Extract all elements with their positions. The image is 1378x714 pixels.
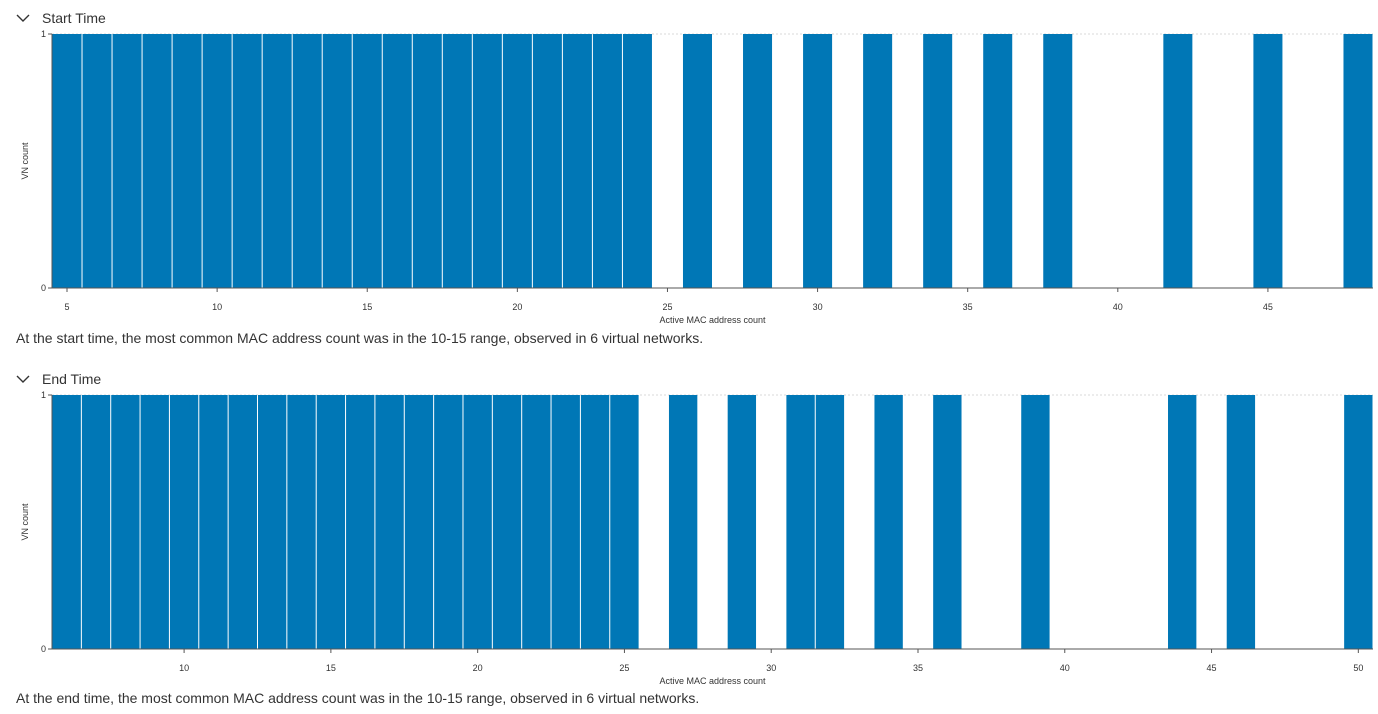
bar (52, 34, 82, 288)
bar (1163, 34, 1193, 288)
bar (169, 395, 199, 649)
bar (346, 395, 375, 649)
x-tick-label: 15 (362, 302, 372, 312)
bar (287, 395, 316, 649)
bar (52, 395, 81, 649)
end-time-header[interactable]: End Time (14, 369, 101, 389)
end-time-panel: 0 1 10 15 20 25 30 35 40 45 50 Active MAC address c… (0, 361, 1378, 714)
x-tick-label: 25 (619, 663, 629, 673)
bar (316, 395, 346, 649)
bar (434, 395, 463, 649)
x-tick-label: 10 (179, 663, 189, 673)
bar (202, 34, 232, 288)
bar (463, 395, 492, 649)
bar (1021, 395, 1050, 649)
bar (923, 34, 953, 288)
bar (1168, 395, 1197, 649)
x-tick-label: 40 (1060, 663, 1070, 673)
bar (874, 395, 903, 649)
y-axis-label: VN count (20, 503, 30, 541)
y-tick-label: 0 (41, 644, 46, 654)
bar (1226, 395, 1256, 649)
bar (375, 395, 404, 649)
bar (727, 395, 757, 649)
chevron-down-icon[interactable] (14, 9, 32, 27)
x-tick-label: 40 (1113, 302, 1123, 312)
bar (580, 395, 610, 649)
bar (502, 34, 532, 288)
bar (933, 395, 962, 649)
y-tick-label: 1 (41, 29, 46, 39)
chevron-down-icon[interactable] (14, 370, 32, 388)
x-tick-label: 10 (212, 302, 222, 312)
bar (1343, 34, 1373, 288)
bar (81, 395, 111, 649)
x-tick-label: 45 (1207, 663, 1217, 673)
bar (983, 34, 1013, 288)
bar (442, 34, 472, 288)
bar (292, 34, 322, 288)
x-axis-label: Active MAC address count (659, 315, 766, 325)
x-tick-label: 35 (963, 302, 973, 312)
bar (262, 34, 292, 288)
x-tick-label: 25 (662, 302, 672, 312)
bar (199, 395, 228, 649)
bar (257, 395, 287, 649)
bar (412, 34, 442, 288)
bar (404, 395, 434, 649)
bar (622, 34, 652, 288)
x-tick-label: 20 (473, 663, 483, 673)
x-tick-label: 15 (326, 663, 336, 673)
bar (610, 395, 639, 649)
bar (668, 395, 698, 649)
x-tick-label: 50 (1353, 663, 1363, 673)
bar (803, 34, 833, 288)
y-tick-label: 0 (41, 283, 46, 293)
bar (382, 34, 412, 288)
bar (592, 34, 622, 288)
bar (562, 34, 592, 288)
bar (682, 34, 712, 288)
bar (815, 395, 845, 649)
bar (232, 34, 262, 288)
bar (472, 34, 502, 288)
bar (172, 34, 202, 288)
start-time-header[interactable]: Start Time (14, 8, 106, 28)
bar (82, 34, 112, 288)
chart-summary: At the end time, the most common MAC add… (16, 690, 700, 706)
bar (140, 395, 169, 649)
bar (863, 34, 893, 288)
bar (1253, 34, 1283, 288)
panel-title: End Time (42, 371, 102, 387)
bar (228, 395, 257, 649)
start-time-panel: 0 1 5 10 15 20 25 30 35 40 45 Active MAC address co… (14, 8, 1373, 346)
x-tick-label: 45 (1263, 302, 1273, 312)
bar (492, 395, 522, 649)
bar (522, 395, 551, 649)
bar (1043, 34, 1073, 288)
y-axis-label: VN count (20, 142, 30, 180)
bar (352, 34, 382, 288)
x-tick-label: 30 (766, 663, 776, 673)
x-tick-label: 30 (813, 302, 823, 312)
bar (786, 395, 815, 649)
bar (111, 395, 140, 649)
y-tick-label: 1 (41, 390, 46, 400)
x-tick-label: 35 (913, 663, 923, 673)
bar (551, 395, 580, 649)
x-tick-label: 5 (65, 302, 70, 312)
bar (322, 34, 352, 288)
chart-summary: At the start time, the most common MAC a… (16, 330, 704, 346)
bar (743, 34, 773, 288)
bar (142, 34, 172, 288)
x-tick-label: 20 (512, 302, 522, 312)
panel-title: Start Time (42, 10, 106, 26)
bar (1344, 395, 1373, 649)
end-time-chart: 0 1 10 15 20 25 30 35 40 45 50 Active MAC address c… (20, 390, 1373, 686)
bar (532, 34, 562, 288)
x-axis-label: Active MAC address count (659, 676, 766, 686)
bar (112, 34, 142, 288)
